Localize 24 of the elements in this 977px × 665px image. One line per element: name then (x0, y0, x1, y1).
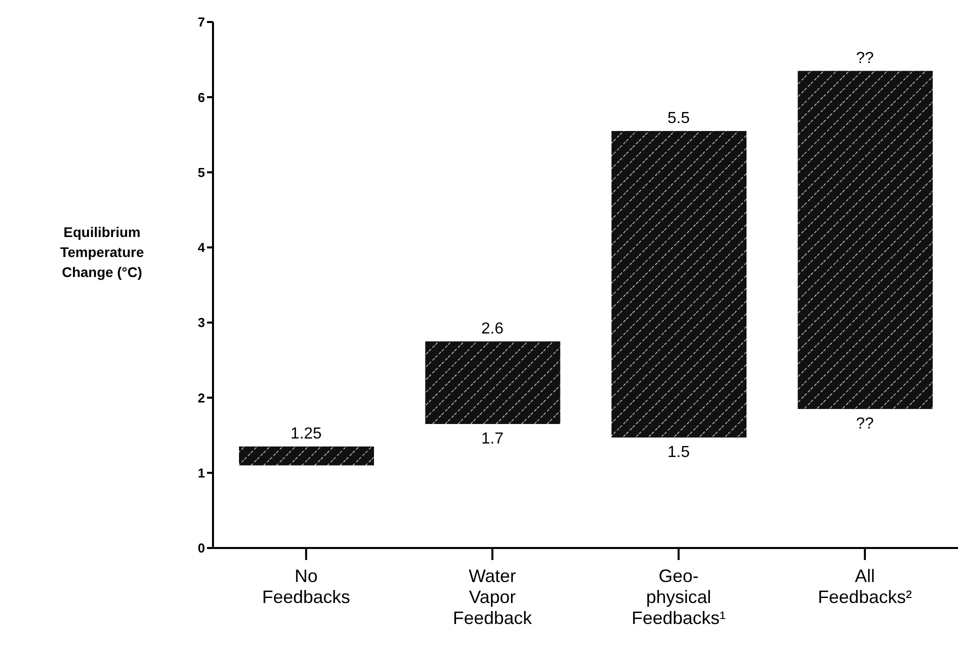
y-tick-label: 3 (198, 315, 205, 330)
x-tick-label: No Feedbacks (262, 566, 350, 607)
y-tick-label: 7 (198, 14, 205, 30)
annotation: ?? (856, 50, 874, 67)
bar (239, 446, 374, 466)
x-tick-label: Water Vapor Feedback (452, 566, 533, 628)
x-tick-label: All Feedbacks² (818, 566, 912, 607)
y-tick-label: 5 (198, 164, 205, 180)
x-tick-label: Geo-physical Feedbacks¹ (632, 566, 726, 628)
annotation: 1.7 (481, 430, 504, 448)
bar (612, 130, 746, 438)
annotation: ?? (856, 415, 874, 432)
annotation: 2.6 (481, 320, 504, 338)
annotation: 5.5 (668, 110, 690, 127)
annotation: 1.5 (668, 444, 690, 461)
y-tick-label: 0 (198, 540, 205, 556)
y-tick-label: 1 (198, 465, 205, 480)
y-tick-label: 4 (198, 240, 206, 256)
y-tick-label: 2 (198, 390, 205, 406)
y-axis-title: Equilibrium Temperature Change (°C) (59, 223, 145, 282)
bar (425, 341, 560, 424)
bar (798, 70, 933, 409)
y-tick-label: 6 (198, 90, 205, 105)
annotation: 1.25 (290, 426, 322, 443)
